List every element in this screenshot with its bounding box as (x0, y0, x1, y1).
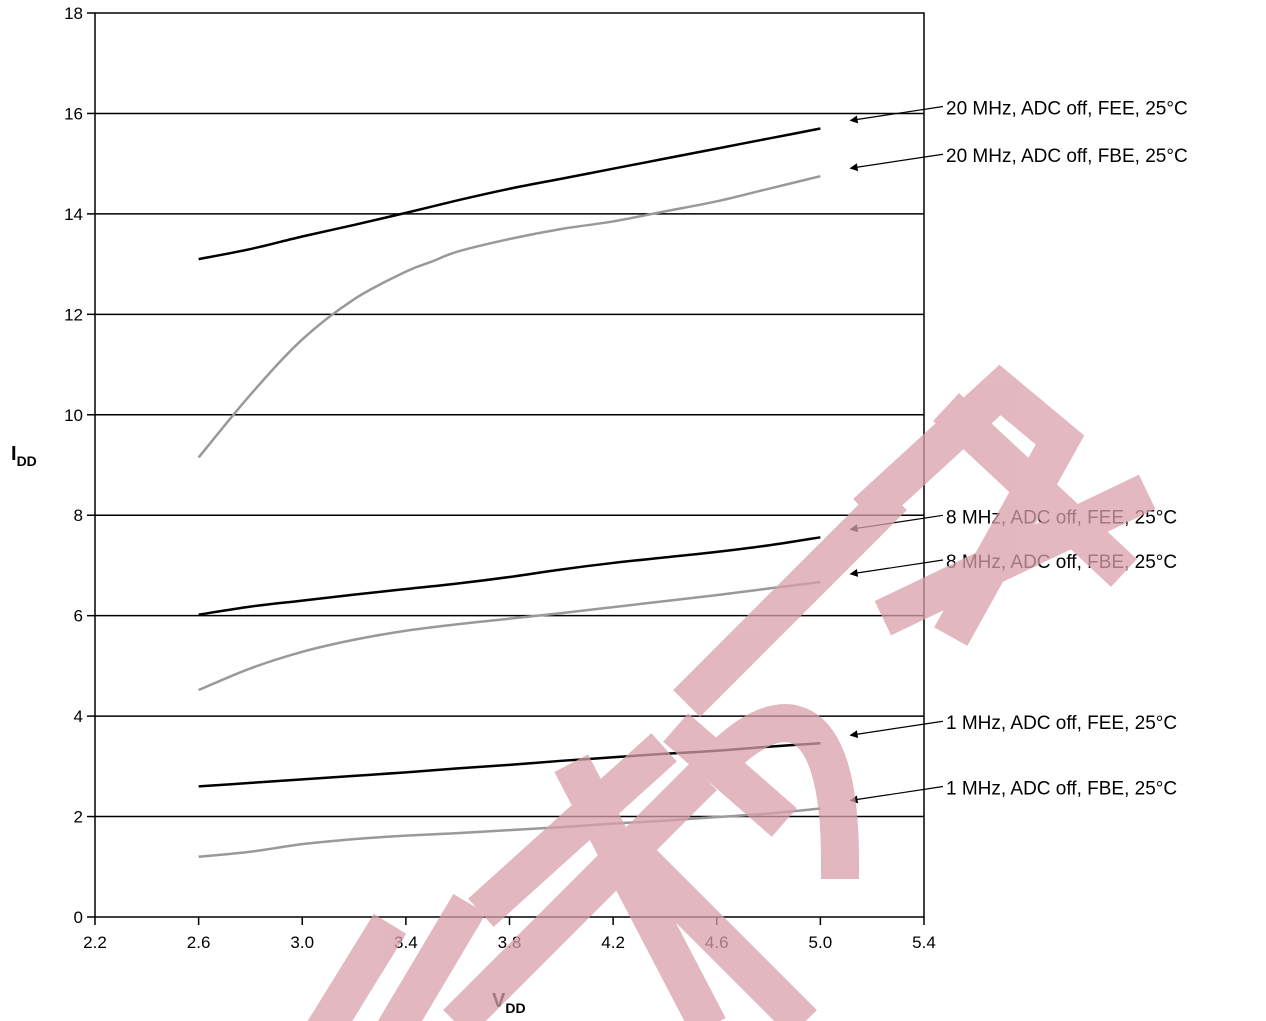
series-line-3 (198, 580, 821, 692)
x-tick-label: 3.4 (394, 933, 418, 952)
annotation-label-2: 8 MHz, ADC off, FEE, 25°C (946, 507, 1177, 528)
x-tick-label: 3.0 (290, 933, 314, 952)
x-tick-label: 4.2 (601, 933, 625, 952)
annotation-arrow (849, 720, 944, 739)
y-tick-label: 12 (64, 305, 83, 324)
series-line-4 (198, 741, 821, 788)
y-tick-label: 14 (64, 205, 83, 224)
annotation-label-4: 1 MHz, ADC off, FEE, 25°C (946, 713, 1177, 734)
x-axis-title: VDD (492, 990, 526, 1016)
annotation-arrow (849, 105, 944, 124)
annotation-arrow (849, 559, 944, 577)
annotations: 20 MHz, ADC off, FEE, 25°C 20 MHz, ADC of… (849, 99, 1188, 804)
x-tick-label: 4.6 (705, 933, 729, 952)
y-tick-label: 2 (74, 808, 83, 827)
y-tick-label: 4 (74, 707, 83, 726)
series-line-0 (198, 127, 821, 261)
annotation-arrow (849, 153, 944, 172)
plot-frame (94, 12, 925, 918)
x-axis: 2.2 2.6 3.0 3.4 3.8 4.2 4.6 5.0 5.4 (83, 917, 936, 952)
x-axis-title-sub: DD (505, 1000, 525, 1016)
series-line-5 (198, 807, 821, 858)
y-tick-label: 6 (74, 607, 83, 626)
y-tick-label: 0 (74, 908, 83, 927)
annotation-label-3: 8 MHz, ADC off, FBE, 25°C (946, 552, 1177, 573)
y-axis-title: IDD (11, 443, 37, 469)
x-tick-label: 2.2 (83, 933, 107, 952)
x-tick-label: 3.8 (498, 933, 522, 952)
grid-lines (95, 112, 924, 818)
x-tick-label: 5.4 (912, 933, 936, 952)
series-layer (197, 127, 821, 858)
annotation-arrow (849, 514, 944, 533)
y-axis-title-sub: DD (17, 453, 37, 469)
y-axis: 0 2 4 6 8 10 12 14 16 18 (64, 4, 95, 927)
annotation-label-1: 20 MHz, ADC off, FBE, 25°C (946, 146, 1188, 167)
x-axis-title-main: V (492, 990, 506, 1012)
annotation-label-5: 1 MHz, ADC off, FBE, 25°C (946, 779, 1177, 800)
series-line-2 (198, 536, 821, 616)
y-tick-label: 16 (64, 104, 83, 123)
x-tick-label: 5.0 (809, 933, 833, 952)
x-tick-label: 2.6 (187, 933, 211, 952)
series-line-1 (197, 175, 821, 459)
y-axis-title-main: I (11, 443, 17, 465)
y-tick-label: 18 (64, 4, 83, 23)
y-tick-label: 8 (74, 506, 83, 525)
annotation-arrow (849, 785, 944, 804)
annotation-label-0: 20 MHz, ADC off, FEE, 25°C (946, 99, 1188, 120)
y-tick-label: 10 (64, 406, 83, 425)
